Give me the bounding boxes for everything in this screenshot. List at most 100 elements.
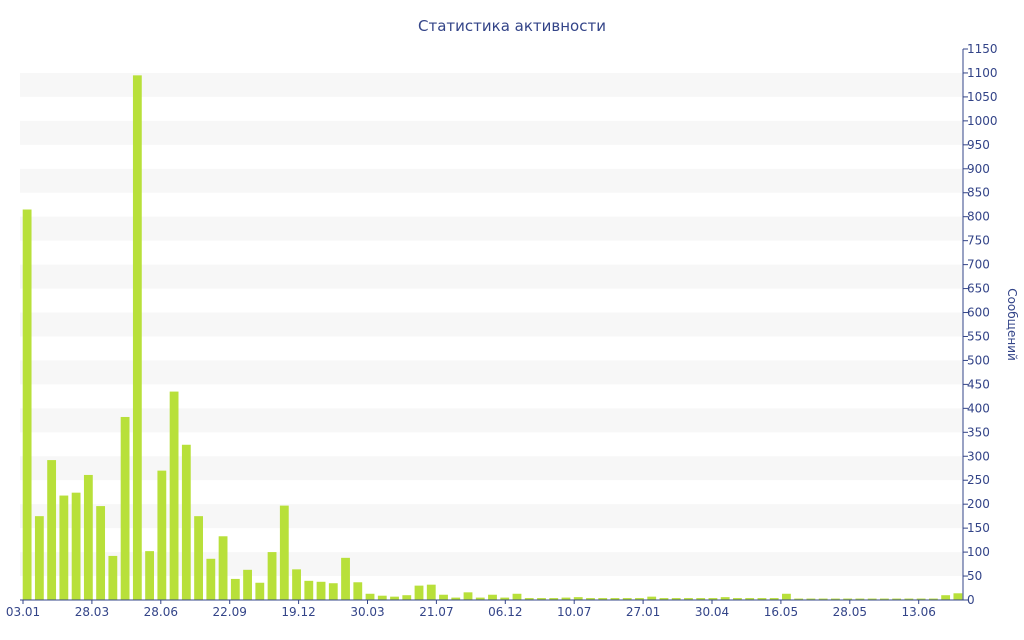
y-tick-label: 100 [967, 545, 990, 559]
bar [745, 598, 755, 600]
bar [610, 598, 620, 600]
x-tick-label: 27.01 [626, 605, 660, 619]
bar [451, 597, 461, 600]
x-tick-label: 21.07 [419, 605, 453, 619]
bar [598, 598, 608, 600]
bar [708, 598, 718, 600]
y-tick-label: 900 [967, 162, 990, 176]
y-tick-label: 300 [967, 449, 990, 463]
y-axis-ticks: 0 50 100 150 200 250 300 350 400 450 500 550 600 650 7… [963, 42, 998, 607]
bar [831, 598, 840, 600]
bar [328, 583, 338, 600]
y-tick-label: 1050 [967, 90, 998, 104]
bar [818, 598, 828, 600]
bar [733, 598, 742, 600]
grid-band [20, 504, 963, 529]
chart-title: Статистика активности [418, 17, 606, 35]
bars [22, 75, 963, 601]
bar [916, 598, 926, 600]
y-tick-label: 1150 [967, 42, 998, 56]
bar [22, 209, 32, 600]
y-axis-label: Сообщений [1005, 288, 1019, 361]
bar [475, 597, 485, 600]
bar [622, 598, 632, 600]
grid-band [20, 216, 963, 241]
y-tick-label: 950 [967, 138, 990, 152]
y-tick-label: 400 [967, 401, 990, 415]
bar [377, 595, 387, 600]
bar [794, 598, 804, 600]
bar [206, 558, 216, 600]
x-tick-label: 22.09 [213, 605, 247, 619]
bar [512, 593, 522, 600]
grid-band [20, 312, 963, 337]
bar [243, 569, 252, 600]
bar [218, 536, 228, 600]
bar [782, 593, 791, 600]
bar [696, 598, 706, 600]
x-tick-label: 30.04 [695, 605, 729, 619]
bar [194, 516, 203, 600]
bar [47, 460, 57, 600]
y-tick-label: 700 [967, 258, 990, 272]
bar [292, 569, 301, 600]
bar [59, 495, 69, 600]
y-tick-label: 750 [967, 234, 990, 248]
bar [132, 75, 142, 601]
bar [953, 593, 963, 600]
bar [586, 598, 595, 600]
bar [426, 584, 436, 600]
bar [757, 598, 767, 600]
grid-band [20, 360, 963, 385]
y-tick-label: 250 [967, 473, 990, 487]
bar [671, 598, 681, 600]
x-axis-ticks: 03.01 28.03 28.06 22.09 19.12 30.03 21.07 06.12… [6, 600, 936, 619]
y-tick-label: 200 [967, 497, 990, 511]
bar [941, 595, 951, 600]
bar [181, 444, 191, 600]
bar [573, 597, 583, 600]
y-tick-label: 600 [967, 306, 990, 320]
grid-band [20, 120, 963, 145]
bar [169, 391, 179, 600]
grid-band [20, 168, 963, 193]
bar [769, 598, 779, 600]
grid-bands [20, 72, 963, 577]
bar [720, 597, 730, 600]
bar [928, 598, 938, 600]
bar [488, 594, 497, 600]
bar [34, 516, 44, 600]
y-tick-label: 550 [967, 329, 990, 343]
y-tick-label: 850 [967, 186, 990, 200]
x-tick-label: 03.01 [6, 605, 40, 619]
bar [365, 593, 375, 600]
bar [414, 585, 424, 600]
bar [904, 598, 914, 600]
bar [341, 557, 350, 600]
bar [867, 598, 877, 600]
x-tick-label: 30.03 [350, 605, 384, 619]
y-tick-label: 50 [967, 569, 982, 583]
bar [500, 597, 510, 600]
x-tick-label: 13.06 [902, 605, 936, 619]
bar [96, 506, 106, 600]
grid-band [20, 264, 963, 289]
bar [855, 598, 865, 600]
x-tick-label: 16.05 [764, 605, 798, 619]
bar [157, 470, 167, 600]
bar [353, 582, 363, 600]
bar [439, 594, 448, 600]
bar [635, 598, 644, 600]
bar [879, 598, 889, 600]
bar [230, 578, 240, 600]
bar [267, 552, 277, 600]
x-tick-label: 10.07 [557, 605, 591, 619]
y-tick-label: 500 [967, 353, 990, 367]
bar [316, 581, 326, 600]
grid-band [20, 552, 963, 577]
x-tick-label: 28.03 [75, 605, 109, 619]
y-tick-label: 650 [967, 282, 990, 296]
grid-band [20, 408, 963, 433]
bar [83, 474, 93, 600]
